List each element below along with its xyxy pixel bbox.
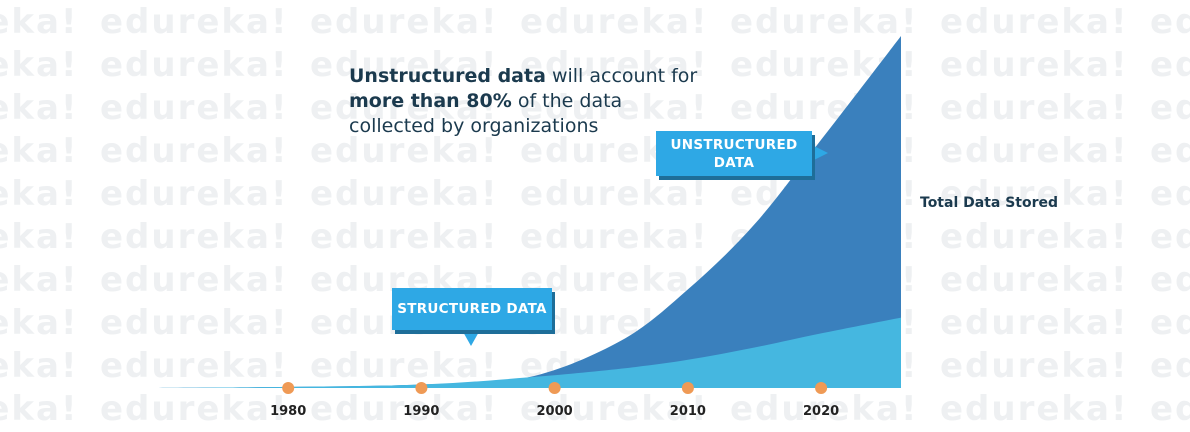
x-tick-label-2000: 2000: [537, 404, 573, 419]
callout-unstructured-data: UNSTRUCTURED DATA: [656, 131, 812, 176]
callout-pointer-structured: [462, 330, 480, 346]
area-structured-data: [155, 317, 901, 388]
headline-bold-2: more than 80%: [349, 90, 512, 112]
callout-unstructured-line2: DATA: [713, 154, 755, 171]
callout-structured-label: STRUCTURED DATA: [397, 301, 547, 317]
x-tick-marker-2010: [681, 382, 694, 394]
x-tick-label-1990: 1990: [403, 404, 439, 419]
callout-pointer-unstructured: [812, 145, 828, 161]
x-tick-label-2020: 2020: [803, 404, 839, 419]
callout-structured-data: STRUCTURED DATA: [392, 288, 552, 330]
headline-text-1: will account for: [545, 65, 698, 87]
total-data-stored-label: Total Data Stored: [920, 195, 1059, 211]
x-tick-marker-1990: [415, 382, 428, 394]
x-tick-label-2010: 2010: [670, 404, 706, 419]
x-axis: 1980 1990 2000 2010 2020: [270, 382, 839, 419]
x-tick-marker-2000: [548, 382, 561, 394]
x-tick-marker-2020: [815, 382, 828, 394]
x-tick-marker-1980: [282, 382, 295, 394]
headline-text-2: of the data collected by organizations: [349, 90, 623, 137]
area-unstructured-data: [155, 36, 901, 388]
headline-text: Unstructured data will account for more …: [349, 64, 709, 139]
callout-unstructured-line1: UNSTRUCTURED: [670, 136, 798, 153]
headline-bold-1: Unstructured data: [349, 65, 546, 87]
x-tick-label-1980: 1980: [270, 404, 306, 419]
